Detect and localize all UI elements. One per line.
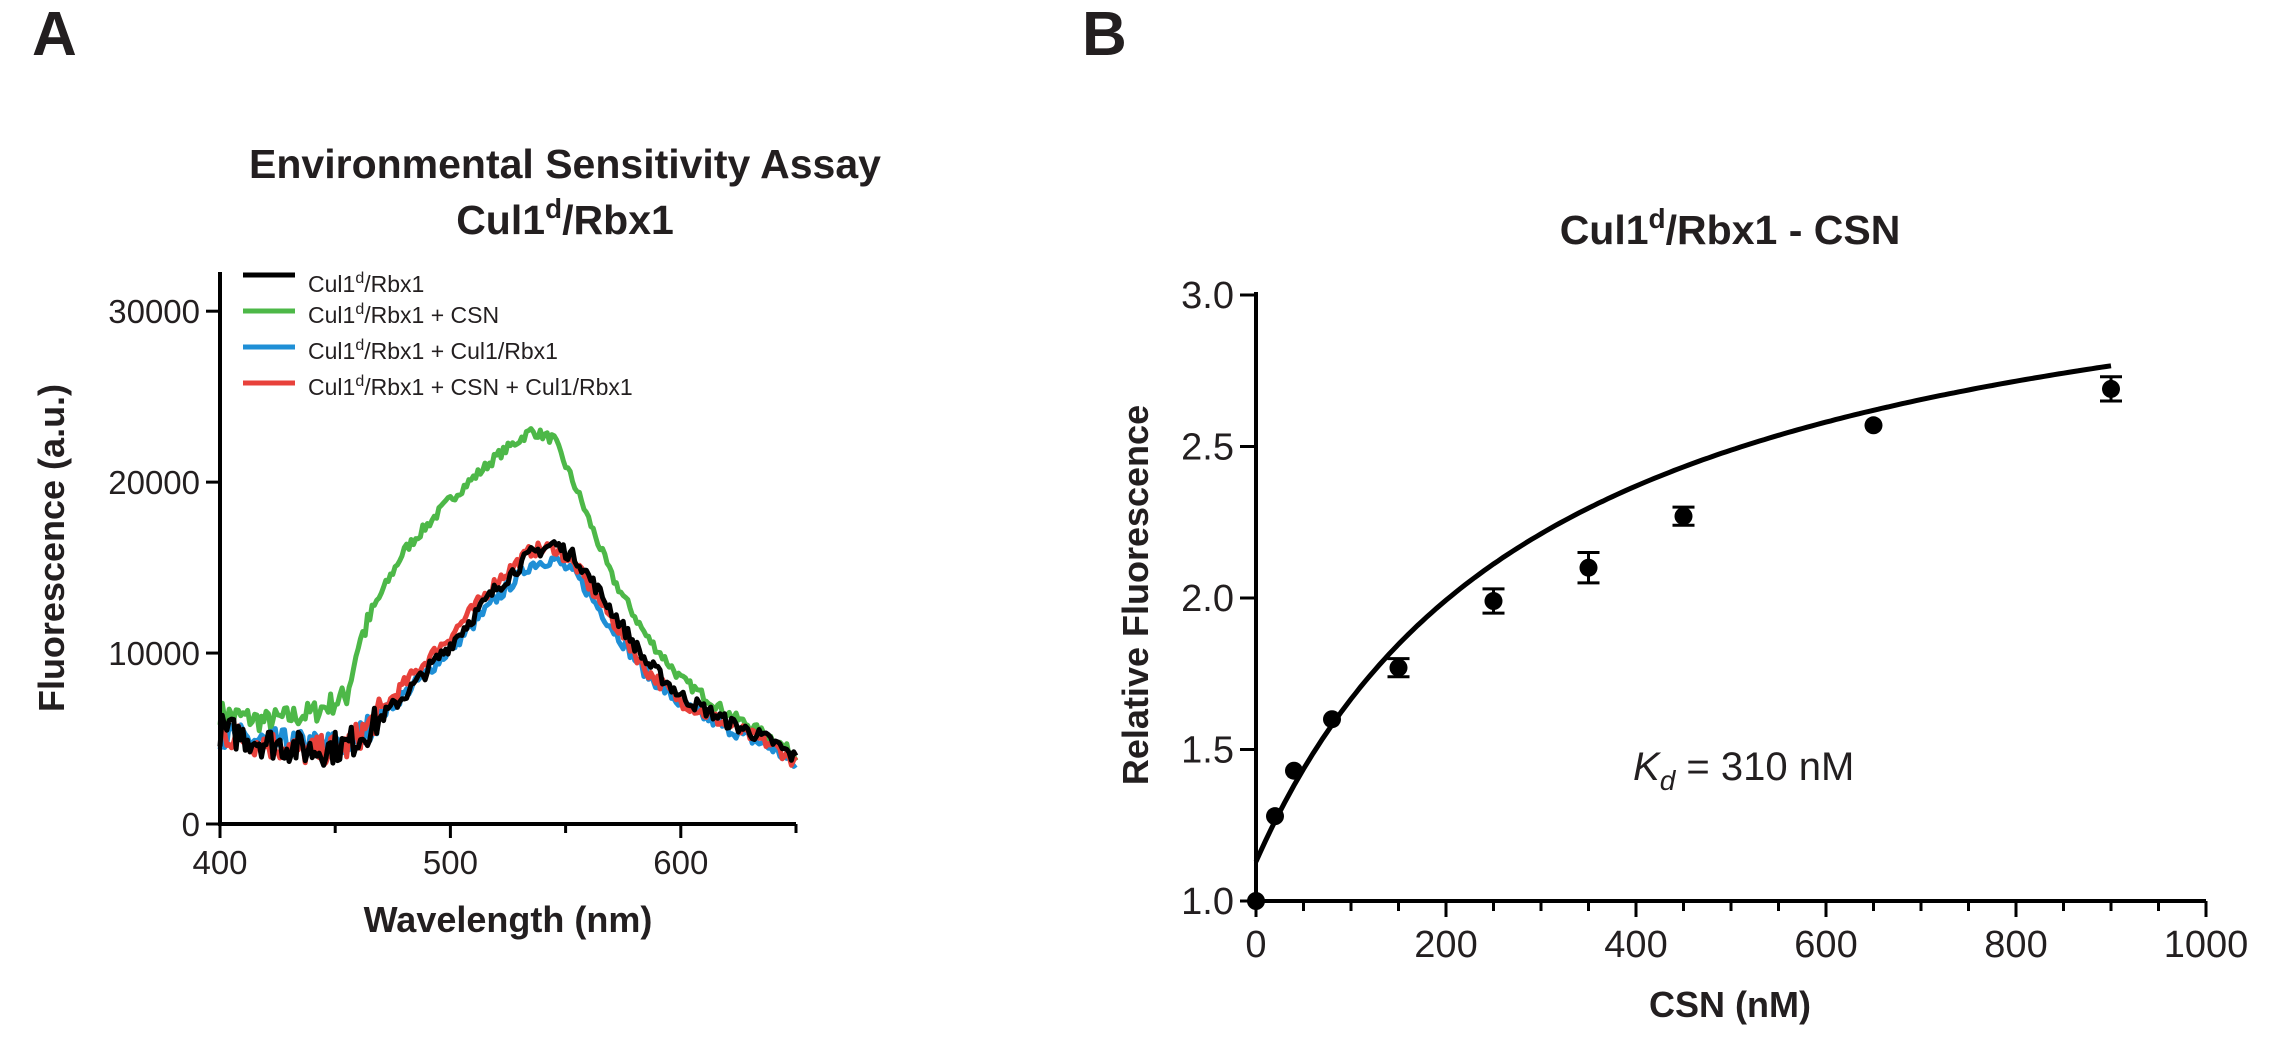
data-point <box>1247 892 1265 910</box>
data-point <box>1285 761 1303 780</box>
data-point <box>1484 592 1503 611</box>
chart-b-x-tick-label: 0 <box>1245 924 1266 966</box>
legend-item-cul1d-rbx1-csn-cul1-rbx1: Cul1d/Rbx1 + CSN + Cul1/Rbx1 <box>243 373 633 400</box>
chart-a-x-label: Wavelength (nm) <box>364 899 653 940</box>
panel-label-a: A <box>32 0 77 69</box>
kd-annotation: Kd = 310 nM <box>1633 745 1854 796</box>
chart-a-y-tick-label: 0 <box>182 806 200 843</box>
chart-b-x-tick-label: 400 <box>1604 924 1667 966</box>
chart-b-y-tick-label: 1.5 <box>1181 730 1234 772</box>
legend-label: Cul1d/Rbx1 + Cul1/Rbx1 <box>308 337 558 364</box>
chart-b-x-tick-label: 600 <box>1794 924 1857 966</box>
series-line-cul1d-rbx1 <box>217 539 799 768</box>
series-line-cul1d-rbx1-cul1-rbx1 <box>217 554 798 769</box>
legend-item-cul1d-rbx1-csn: Cul1d/Rbx1 + CSN <box>243 301 499 328</box>
fit-curve <box>1253 363 2112 863</box>
chart-a-legend: Cul1d/Rbx1 Cul1d/Rbx1 + CSN Cul1d/Rbx1 +… <box>243 270 633 400</box>
data-point <box>1864 416 1883 435</box>
chart-a-subtitle: Cul1d/Rbx1 <box>456 193 674 243</box>
chart-a-x-tick-label: 500 <box>423 844 478 881</box>
chart-b-x-label: CSN (nM) <box>1649 984 1811 1025</box>
chart-b-title: Cul1d/Rbx1 - CSN <box>1560 203 1901 253</box>
chart-b-x-tick-label: 800 <box>1984 924 2047 966</box>
chart-b-y-tick-label: 2.0 <box>1181 578 1234 620</box>
chart-b-y-tick-label: 3.0 <box>1181 275 1234 317</box>
data-point <box>2102 379 2120 398</box>
chart-b-y-tick-label: 2.5 <box>1181 427 1234 469</box>
data-point <box>1579 558 1598 577</box>
chart-a-y-tick-label: 10000 <box>108 635 200 672</box>
panel-label-b: B <box>1082 0 1127 69</box>
series-line-cul1d-rbx1-csn <box>217 426 799 762</box>
chart-b-fit-group <box>1253 363 2112 863</box>
chart-a-y-label: Fluorescence (a.u.) <box>31 384 72 712</box>
chart-b-y-tick-label: 1.0 <box>1181 881 1234 923</box>
chart-b-x-tick-label: 200 <box>1414 924 1477 966</box>
data-point <box>1674 507 1693 526</box>
legend-label: Cul1d/Rbx1 + CSN + Cul1/Rbx1 <box>308 373 633 400</box>
chart-a-y-tick-label: 30000 <box>108 293 200 330</box>
chart-a-title: Environmental Sensitivity Assay <box>249 141 881 187</box>
legend-item-cul1d-rbx1-cul1-rbx1: Cul1d/Rbx1 + Cul1/Rbx1 <box>243 337 558 364</box>
data-point <box>1266 807 1284 826</box>
legend-label: Cul1d/Rbx1 <box>308 270 424 297</box>
legend-label: Cul1d/Rbx1 + CSN <box>308 301 499 328</box>
data-point <box>1389 658 1408 677</box>
legend-item-cul1d-rbx1: Cul1d/Rbx1 <box>243 270 424 297</box>
panel-b-chart: Cul1d/Rbx1 - CSN 1.0 1.5 2.0 2.5 3.0 0 200 400 6… <box>1115 203 2248 1025</box>
chart-b-points <box>1247 375 2122 910</box>
chart-a-x-tick-label: 400 <box>192 844 247 881</box>
chart-a-ticks: 0 10000 20000 30000 400 500 600 <box>108 293 798 881</box>
chart-b-x-tick-label: 1000 <box>2164 924 2249 966</box>
chart-a-series-group <box>217 426 799 769</box>
chart-a-x-tick-label: 600 <box>653 844 708 881</box>
chart-a-y-tick-label: 20000 <box>108 464 200 501</box>
chart-b-ticks: 1.0 1.5 2.0 2.5 3.0 0 200 400 600 800 1000 <box>1181 275 2248 966</box>
data-point <box>1323 710 1341 729</box>
chart-b-y-label: Relative Fluorescence <box>1115 405 1156 785</box>
panel-a-chart: Environmental Sensitivity Assay Cul1d/Rb… <box>31 141 881 940</box>
